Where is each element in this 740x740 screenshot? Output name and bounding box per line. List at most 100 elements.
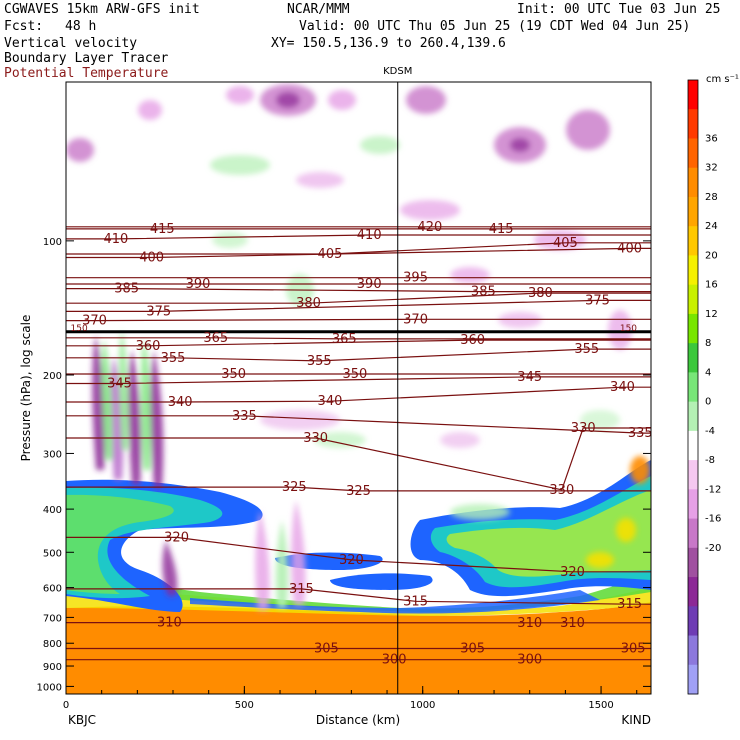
theta-label: 330	[571, 421, 596, 436]
xy-coordinates: XY= 150.5,136.9 to 260.4,139.6	[271, 36, 506, 51]
theta-label: 330	[549, 483, 574, 498]
theta-label: 320	[560, 565, 585, 580]
theta-label: 330	[303, 431, 328, 446]
theta-contour-380	[66, 292, 651, 304]
colorbar-label: -4	[705, 426, 715, 437]
right-station-label: KIND	[621, 713, 651, 727]
theta-label: 310	[517, 616, 542, 631]
colorbar-swatch	[688, 109, 698, 139]
colorbar-frame	[687, 79, 699, 695]
theta-label: 355	[574, 342, 599, 357]
theta-label: 340	[168, 395, 193, 410]
theta-label: 420	[417, 220, 442, 235]
y-axis: 100 200 300 400 500 600 700 800 900 1000	[37, 237, 651, 693]
x-tick-label: 1000	[410, 700, 435, 711]
theta-contour-345	[66, 376, 651, 385]
colorbar-swatch	[688, 255, 698, 286]
colorbar-swatch	[688, 138, 698, 169]
colorbar-label: 20	[705, 250, 718, 261]
org-label: NCAR/MMM	[287, 2, 350, 17]
colorbar-swatch	[688, 226, 698, 256]
y-tick-label: 700	[43, 613, 62, 624]
theta-label: 360	[460, 333, 485, 348]
theta-label: 350	[343, 367, 368, 382]
boundary-layer-green	[66, 560, 651, 612]
theta-contour-385	[66, 288, 651, 293]
left-station-label: KBJC	[68, 713, 96, 727]
valid-time: Valid: 00 UTC Thu 05 Jun 25 (19 CDT Wed …	[299, 19, 691, 34]
theta-labels: 415 410 410 420 415 405 405 400 400 390 390 395 385 3…	[71, 220, 653, 668]
theta-label: 335	[232, 409, 257, 424]
x-axis-label: Distance (km)	[316, 713, 400, 727]
theta-label: 380	[296, 296, 321, 311]
y-axis-label: Pressure (hPa), log scale	[19, 315, 33, 462]
theta-label: 345	[107, 377, 132, 392]
boundary-layer-yellow	[66, 588, 651, 616]
theta-label: 350	[221, 367, 246, 382]
theta-label: 365	[203, 331, 228, 346]
x-axis: 0 500 1000 1500	[63, 686, 638, 711]
theta-label: 300	[517, 653, 542, 668]
theta-label: 360	[136, 339, 161, 354]
y-tick-label: 1000	[37, 682, 62, 693]
init-time: Init: 00 UTC Tue 03 Jun 25	[517, 2, 721, 17]
theta-label: 370	[82, 314, 107, 329]
theta-label: 305	[314, 641, 339, 656]
theta-label: 410	[357, 228, 382, 243]
theta-label: 390	[357, 277, 382, 292]
theta-label: 320	[339, 553, 364, 568]
gravity-wave-bands	[92, 330, 306, 610]
colorbar-label: -12	[705, 484, 721, 495]
colorbar-label: -20	[705, 543, 721, 554]
y-tick-label: 800	[43, 639, 62, 650]
theta-label: 400	[617, 241, 642, 256]
colorbar-swatch	[688, 518, 698, 549]
colorbar: 36 32 28 24 20 16 12 8 4 0 -4 -8 -12 -16 -20	[687, 79, 721, 695]
theta-label: 400	[139, 251, 164, 266]
theta-contour-320	[66, 536, 651, 573]
x-tick-label: 500	[235, 700, 254, 711]
y-tick-label: 600	[43, 584, 62, 595]
upper-level-blobs	[66, 84, 650, 568]
theta-label: 410	[104, 232, 129, 247]
colorbar-label: 36	[705, 133, 718, 144]
colorbar-label: 16	[705, 280, 718, 291]
colorbar-label: -8	[705, 455, 715, 466]
colorbar-swatch	[688, 284, 698, 315]
theta-contour-360	[66, 339, 651, 347]
tracer-plume-green	[66, 494, 174, 594]
theta-contour-410	[66, 234, 651, 240]
x-tick-label: 1500	[588, 700, 613, 711]
theta-contour-330	[66, 427, 651, 491]
colorbar-swatch	[688, 489, 698, 520]
tracer-blob-low-mid	[330, 573, 433, 590]
theta-contour-400	[66, 247, 651, 259]
theta-label: 365	[332, 332, 357, 347]
colorbar-label: 12	[705, 309, 718, 320]
colorbar-swatch	[688, 343, 698, 373]
theta-label: 325	[346, 484, 371, 499]
colorbar-swatch	[688, 401, 698, 432]
theta-label: 355	[161, 351, 186, 366]
theta-label: 315	[403, 594, 428, 609]
model-title: CGWAVES 15km ARW-GFS init	[4, 2, 200, 17]
theta-label: 345	[517, 370, 542, 385]
theta-label: 415	[150, 222, 175, 237]
theta-label: 325	[282, 480, 307, 495]
colorbar-swatch	[688, 577, 698, 607]
plot-frame	[65, 81, 652, 695]
theta-contour-370	[66, 318, 651, 322]
theta-label: 415	[489, 222, 514, 237]
tropopause-label: 150	[620, 324, 637, 334]
theta-label: 390	[186, 277, 211, 292]
y-tick-label: 300	[43, 449, 62, 460]
fcst-label: Fcst:	[4, 19, 44, 34]
theta-label: 310	[157, 616, 182, 631]
theta-label: 375	[146, 304, 171, 319]
colorbar-label: 28	[705, 192, 718, 203]
theta-label: 340	[318, 394, 343, 409]
colorbar-swatch	[688, 313, 698, 344]
y-tick-label: 100	[43, 237, 62, 248]
theta-contours	[66, 226, 651, 661]
